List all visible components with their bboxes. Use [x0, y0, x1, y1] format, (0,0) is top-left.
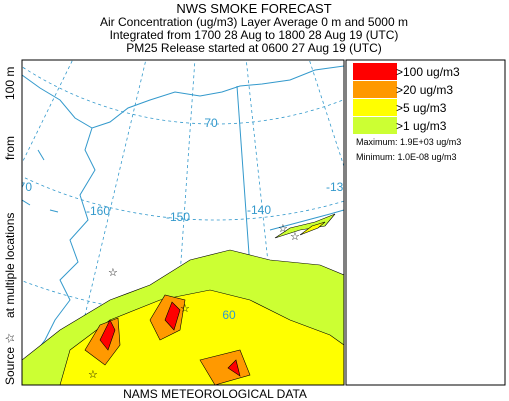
side-label-part: 100 m [3, 67, 17, 100]
svg-text:☆: ☆ [290, 231, 300, 243]
side-label: Source ☆ at multiple locations from 100 … [3, 67, 17, 385]
legend-swatch [353, 99, 397, 116]
legend-label: >5 ug/m3 [396, 101, 447, 115]
footer: NAMS METEOROLOGICAL DATA [123, 387, 307, 401]
svg-text:☆: ☆ [88, 369, 98, 381]
smoke-plume [22, 213, 344, 385]
legend-maximum: Maximum: 1.9E+03 ug/m3 [356, 137, 461, 147]
legend-frame [345, 59, 506, 386]
svg-text:☆: ☆ [180, 303, 190, 315]
side-label-part: Source ☆ [3, 333, 17, 385]
longitude-label: -170 [8, 180, 32, 194]
longitude-label: -130 [326, 180, 350, 194]
header-line: PM25 Release started at 0600 27 Aug 19 (… [126, 41, 381, 55]
longitude-label: -140 [247, 203, 271, 217]
side-label-part: at multiple locations [3, 213, 17, 318]
legend-swatch [353, 117, 397, 134]
source-markers: ☆ ☆ ☆ ☆ ☆ [88, 223, 300, 381]
svg-text:☆: ☆ [278, 223, 288, 235]
legend-swatch [353, 81, 397, 98]
legend-label: >20 ug/m3 [396, 83, 453, 97]
map-frame [21, 59, 345, 386]
longitude-label: -160 [86, 204, 110, 218]
side-label-part: from [3, 136, 17, 160]
header-line: Integrated from 1700 28 Aug to 1800 28 A… [110, 28, 399, 42]
latitude-label: 70 [204, 116, 218, 130]
legend-label: >1 ug/m3 [396, 119, 447, 133]
legend-swatch [353, 63, 397, 80]
legend: >100 ug/m3 >20 ug/m3 >5 ug/m3 >1 ug/m3 [353, 63, 460, 134]
header-line: Air Concentration (ug/m3) Layer Average … [100, 15, 408, 29]
latitude-label: 60 [222, 308, 236, 322]
legend-minimum: Minimum: 1.0E-08 ug/m3 [356, 152, 457, 162]
legend-label: >100 ug/m3 [396, 65, 460, 79]
title: NWS SMOKE FORECAST [176, 1, 331, 16]
longitude-label: -150 [166, 210, 190, 224]
svg-text:☆: ☆ [108, 267, 118, 279]
